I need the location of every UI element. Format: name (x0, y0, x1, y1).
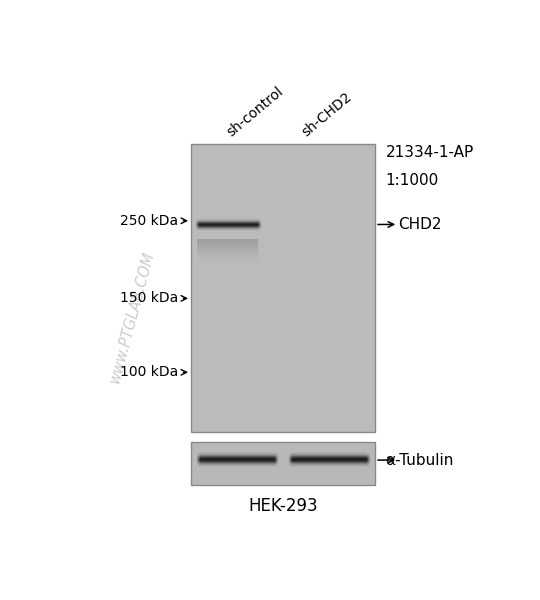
Text: sh-control: sh-control (224, 84, 286, 139)
Text: CHD2: CHD2 (398, 217, 442, 232)
FancyBboxPatch shape (191, 442, 375, 485)
Text: 100 kDa: 100 kDa (120, 365, 178, 379)
Text: 21334-1-AP: 21334-1-AP (386, 145, 474, 160)
Text: 1:1000: 1:1000 (386, 173, 439, 188)
Text: www.PTGLAB.COM: www.PTGLAB.COM (107, 249, 157, 385)
FancyBboxPatch shape (191, 143, 375, 433)
Text: α-Tubulin: α-Tubulin (386, 452, 454, 467)
Text: sh-CHD2: sh-CHD2 (299, 89, 354, 139)
Text: 150 kDa: 150 kDa (120, 292, 178, 305)
Text: HEK-293: HEK-293 (248, 497, 318, 515)
Text: 250 kDa: 250 kDa (120, 214, 178, 228)
